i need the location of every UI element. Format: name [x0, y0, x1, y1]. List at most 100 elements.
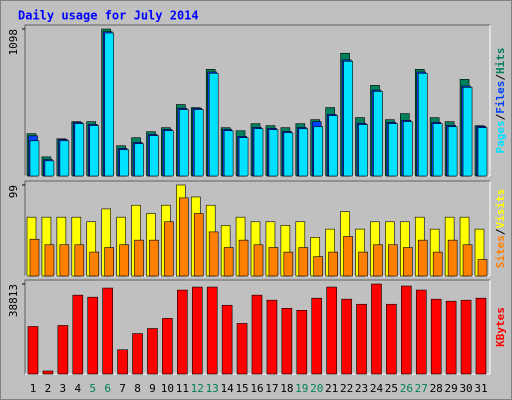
bar — [373, 244, 383, 277]
bar — [328, 251, 338, 277]
x-tick-label: 25 — [385, 382, 398, 395]
bar — [104, 32, 114, 177]
bar — [208, 73, 219, 177]
bar — [87, 296, 99, 375]
bar — [132, 333, 143, 375]
x-tick-label: 27 — [415, 382, 428, 395]
bar — [147, 328, 158, 375]
x-tick-label: 9 — [149, 382, 156, 395]
x-tick-label: 13 — [206, 382, 219, 395]
legend-entry: Visits — [494, 189, 507, 229]
bar — [89, 125, 100, 177]
bar — [179, 197, 189, 277]
x-tick-label: 6 — [104, 382, 111, 395]
bar — [358, 251, 368, 277]
bar — [59, 244, 70, 277]
bar — [251, 294, 263, 375]
bar — [447, 126, 458, 177]
bar — [462, 244, 473, 277]
bar — [298, 128, 309, 177]
x-tick-label: 11 — [176, 382, 189, 395]
legend-separator: / — [494, 113, 507, 120]
bar — [119, 244, 129, 277]
bar — [134, 239, 144, 277]
x-tick-label: 26 — [400, 382, 413, 395]
bar — [311, 297, 323, 375]
bar — [179, 109, 189, 177]
bar — [149, 239, 159, 277]
bar — [57, 325, 69, 375]
legend-separator: / — [494, 228, 507, 235]
bar — [102, 287, 113, 375]
bar — [313, 256, 324, 277]
bar — [388, 123, 398, 177]
x-tick-label: 10 — [161, 382, 174, 395]
bar — [415, 289, 427, 375]
bar — [373, 91, 383, 177]
y-tick-label: 99 — [7, 185, 20, 198]
bar — [477, 259, 488, 277]
bar — [328, 115, 338, 177]
x-tick-label: 17 — [265, 382, 278, 395]
bar — [223, 130, 234, 177]
bar — [268, 129, 279, 177]
x-tick-label: 28 — [430, 382, 443, 395]
bar — [72, 294, 84, 375]
x-tick-label: 30 — [459, 382, 472, 395]
legend-entry: Pages — [494, 120, 507, 153]
bar — [164, 221, 174, 277]
bar — [432, 251, 443, 277]
bar — [358, 124, 368, 177]
bar — [460, 299, 472, 375]
bar — [44, 244, 55, 277]
bar — [430, 298, 442, 375]
bar — [177, 289, 188, 375]
bar — [238, 137, 249, 177]
x-tick-label: 1 — [30, 382, 37, 395]
x-tick-label: 8 — [134, 382, 141, 395]
bar — [134, 143, 144, 177]
bar — [44, 160, 55, 177]
bar — [253, 244, 264, 277]
bar — [162, 318, 173, 375]
bar — [296, 310, 308, 375]
bar — [164, 130, 174, 177]
bar — [74, 123, 85, 177]
bar — [208, 231, 219, 277]
legend: KBytes — [494, 307, 507, 347]
y-tick-label: 38813 — [7, 284, 20, 317]
y-tick-label: 1098 — [7, 29, 20, 56]
bar — [281, 307, 293, 375]
bar — [104, 247, 114, 277]
bar — [193, 213, 204, 277]
legend-entry: Hits — [494, 48, 507, 75]
bar — [403, 247, 413, 277]
bar — [193, 109, 204, 177]
x-tick-label: 31 — [474, 382, 487, 395]
x-tick-label: 16 — [250, 382, 263, 395]
bar — [253, 128, 264, 177]
bar — [223, 247, 234, 277]
bar — [326, 286, 337, 375]
x-tick-label: 20 — [310, 382, 323, 395]
x-tick-label: 15 — [235, 382, 248, 395]
x-tick-label: 7 — [119, 382, 126, 395]
bar — [445, 300, 457, 375]
bar — [417, 239, 428, 277]
bar — [388, 244, 398, 277]
x-tick-label: 24 — [370, 382, 384, 395]
x-tick-label: 19 — [295, 382, 308, 395]
bar — [343, 60, 353, 177]
bar — [191, 286, 203, 375]
bar — [401, 285, 412, 375]
bar — [477, 127, 488, 177]
bar — [475, 297, 487, 375]
x-tick-label: 4 — [74, 382, 81, 395]
bar — [417, 73, 428, 177]
x-tick-label: 2 — [45, 382, 52, 395]
x-tick-label: 21 — [325, 382, 338, 395]
bar — [343, 236, 353, 277]
x-tick-label: 18 — [280, 382, 293, 395]
bar — [403, 121, 413, 177]
